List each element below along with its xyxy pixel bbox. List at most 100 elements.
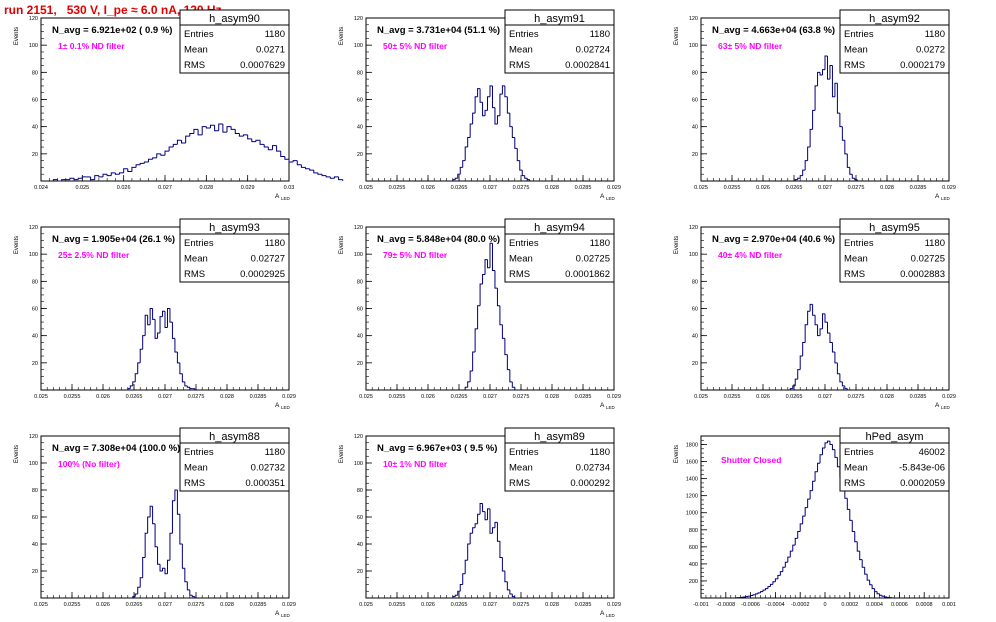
stats-label: Mean [844,45,868,56]
histogram-bin [856,541,860,552]
histogram-bin [802,169,806,176]
histogram-bin [166,559,170,574]
histogram-bin [807,146,811,161]
histogram-panel-h_asym93: 20 40 60 80 100 120 0.025 0.0255 0.026 0.0265 0.02… [14,218,296,410]
x-tick-label: 0.0255 [389,394,406,400]
histogram-bin [154,319,158,339]
histogram-bin [491,527,495,534]
y-axis-label: Events [339,27,345,45]
histogram-bin [159,564,163,572]
y-tick-label: 120 [29,16,38,22]
histogram-bin [209,124,215,129]
x-tick-label: 0.0275 [513,602,530,608]
y-tick-label: 100 [354,252,363,258]
x-tick-label: 0.0275 [513,394,530,400]
x-tick-label: 0.025 [359,185,373,191]
histogram-bin [782,566,786,572]
histogram-bin [474,96,478,114]
y-tick-label: 80 [32,70,38,76]
x-axis-label: A [935,193,940,200]
stats-label: RMS [509,478,530,489]
navg-label: N_avg = 6.967e+03 ( 9.5 %) [377,443,497,454]
histogram-bin [69,177,75,180]
histogram-bin [846,153,850,168]
x-axis-label: A [600,402,605,409]
stats-box-frame [179,9,290,74]
y-tick-label: 80 [692,279,698,285]
histogram-bin [147,315,151,326]
histogram-name: h_asym89 [534,431,585,443]
navg-label: N_avg = 5.848e+04 (80.0 %) [377,234,500,245]
histogram-bin [489,508,493,534]
histogram-bin [851,174,855,179]
histogram-bin [317,172,323,175]
histogram-bin [854,178,858,181]
x-tick-label: 0.0285 [910,394,927,400]
x-tick-label: 0.027 [483,394,497,400]
x-axis-label: A [275,193,280,200]
x-axis-label-subscript: LED [281,196,291,201]
histogram-bin [506,354,510,371]
stats-box-frame [504,427,615,492]
histogram-bin [509,369,513,383]
x-tick-label: 0.026 [96,394,110,400]
histogram-bin [160,153,165,156]
histogram-bin [186,385,190,388]
x-tick-label: 0.029 [282,602,296,608]
x-axis-label-subscript: LED [941,405,951,410]
stats-label: Entries [509,447,539,458]
histogram-bin [866,574,870,581]
stats-value: 0.02725 [576,254,610,265]
histogram-bin [129,385,133,389]
histogram-bin [831,342,835,353]
histogram-bin [300,164,306,168]
x-tick-label: -0.0008 [716,602,735,608]
histogram-bin [162,567,165,571]
histogram-bin [467,543,471,561]
y-axis-label: Events [674,27,680,45]
histogram-bin [147,158,153,162]
histogram-bin [496,115,500,124]
x-axis-label: A [275,402,280,409]
histogram-bin [77,177,83,180]
y-tick-label: 60 [32,307,38,313]
x-tick-label: -0.001 [693,602,709,608]
navg-label: N_avg = 1.905e+04 (26.1 %) [52,234,175,245]
histogram-bin [506,96,510,114]
x-axis-label-subscript: LED [606,613,616,618]
histogram-bin [243,134,248,137]
x-tick-label: 0.0285 [250,394,267,400]
histogram-bin [831,444,835,451]
histogram-bin [477,513,481,524]
histogram-bin [487,96,490,111]
histogram-bin [134,373,138,382]
histogram-bin [464,386,468,390]
histogram-bin [137,362,141,374]
stats-label: Entries [844,447,874,458]
histogram-bin [519,160,523,171]
histogram-bin [494,107,498,125]
histogram-bin [333,176,339,179]
x-tick-label: 0.029 [241,185,255,191]
y-tick-label: 80 [357,488,363,494]
histogram-bin [482,503,486,513]
histogram-bin [824,442,828,448]
stats-box: h_asym88 Entries 1180 Mean 0.02732 RMS 0.00035… [179,427,290,492]
stats-value: 1180 [590,447,610,458]
histogram-bin [504,338,508,356]
histogram-bin [201,126,207,135]
x-tick-label: 0.0008 [916,602,933,608]
histogram-bin [157,332,161,339]
y-tick-label: 100 [689,252,698,258]
y-tick-label: 1600 [686,460,698,466]
stats-value: 0.02725 [911,254,945,265]
histogram-bin [839,113,843,128]
stats-box-frame [839,218,950,283]
x-tick-label: 0.027 [818,394,832,400]
histogram-bin [137,586,141,594]
histogram-bin [482,102,486,117]
x-tick-label: 0.026 [756,394,770,400]
histogram-bin [792,385,796,389]
histogram-bin [181,373,185,383]
